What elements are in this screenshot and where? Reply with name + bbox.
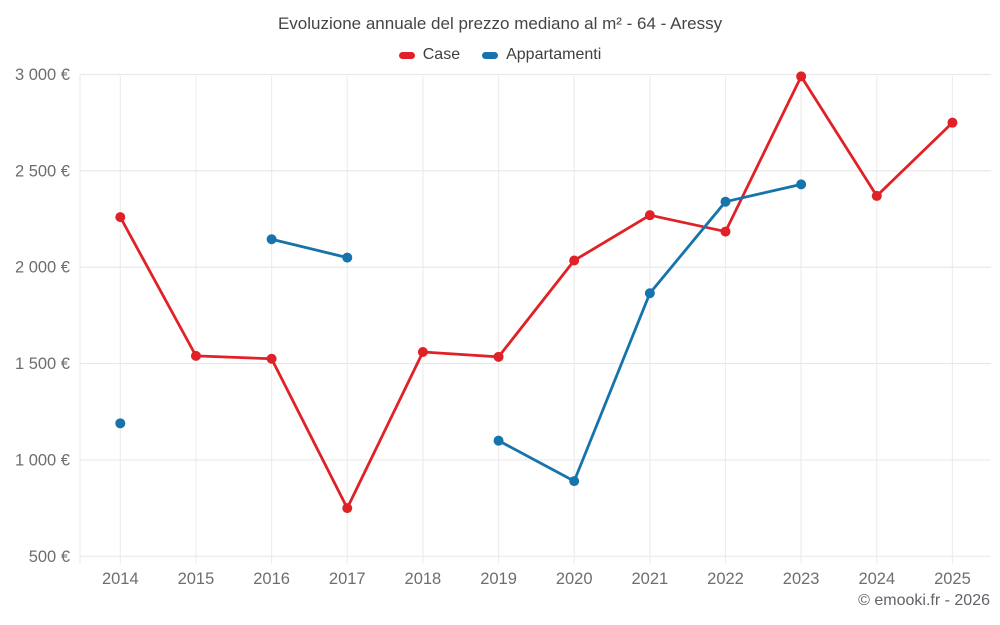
y-axis-labels: 500 € 1 000 € 1 500 € 2 000 € 2 500 € 3 000 € (15, 66, 70, 566)
y-gridlines (80, 73, 991, 557)
data-point-appartamenti-2017[interactable] (342, 252, 353, 263)
data-point-case-2018[interactable] (417, 347, 428, 358)
y-axis-label: 2 000 € (15, 259, 70, 277)
x-axis-label: 2015 (178, 570, 215, 588)
data-point-appartamenti-2020[interactable] (569, 476, 580, 487)
series-line (118, 75, 954, 510)
data-point-case-2021[interactable] (644, 210, 655, 221)
data-point-appartamenti-2016[interactable] (266, 234, 277, 245)
legend-item-appartamenti[interactable]: Appartamenti (482, 46, 601, 64)
data-point-case-2014[interactable] (115, 212, 126, 223)
appartamenti-legend-label: Appartamenti (506, 46, 602, 63)
case-legend-label: Case (422, 46, 461, 63)
y-axis-label: 1 500 € (15, 355, 70, 373)
x-axis-label: 2019 (480, 570, 517, 588)
x-axis-label: 2021 (631, 570, 668, 588)
appartamenti-legend-swatch (482, 51, 499, 59)
data-point-case-2015[interactable] (190, 350, 201, 361)
x-axis-label: 2016 (253, 570, 290, 588)
data-point-case-2022[interactable] (720, 226, 731, 237)
x-axis-label: 2022 (707, 570, 744, 588)
data-point-appartamenti-2023[interactable] (796, 179, 807, 190)
data-point-case-2016[interactable] (266, 353, 277, 364)
x-axis-label: 2020 (556, 570, 593, 588)
x-axis-label: 2017 (329, 570, 366, 588)
x-axis-label: 2023 (783, 570, 820, 588)
y-axis-label: 3 000 € (15, 66, 70, 84)
data-point-case-2017[interactable] (342, 503, 353, 514)
series-appartamenti (115, 179, 807, 487)
x-gridlines (79, 74, 954, 564)
data-point-appartamenti-2021[interactable] (644, 288, 655, 299)
data-point-case-2025[interactable] (947, 117, 958, 128)
series-case (115, 71, 958, 514)
x-axis-label: 2025 (934, 570, 971, 588)
x-axis-labels: 2014 2015 2016 2017 2018 2019 2020 2021 2022 2023… (102, 570, 971, 588)
y-axis-label: 1 000 € (15, 451, 70, 469)
data-point-appartamenti-2014[interactable] (115, 418, 126, 429)
legend: Case Appartamenti (0, 46, 1000, 64)
case-legend-swatch (398, 51, 415, 59)
data-point-case-2020[interactable] (569, 255, 580, 266)
data-point-appartamenti-2022[interactable] (720, 196, 731, 207)
chart-title: Evoluzione annuale del prezzo mediano al… (277, 14, 723, 33)
data-point-case-2019[interactable] (493, 351, 504, 362)
data-point-case-2023[interactable] (796, 71, 807, 82)
y-axis-label: 2 500 € (15, 162, 70, 180)
x-axis-label: 2018 (405, 570, 442, 588)
data-point-case-2024[interactable] (871, 190, 882, 201)
y-axis-label: 500 € (29, 548, 70, 566)
legend-item-case[interactable]: Case (398, 46, 461, 64)
data-point-appartamenti-2019[interactable] (493, 435, 504, 446)
copyright: © emooki.fr - 2026 (858, 592, 990, 609)
x-axis-label: 2024 (858, 570, 895, 588)
x-axis-label: 2014 (102, 570, 139, 588)
series-line (270, 237, 349, 259)
